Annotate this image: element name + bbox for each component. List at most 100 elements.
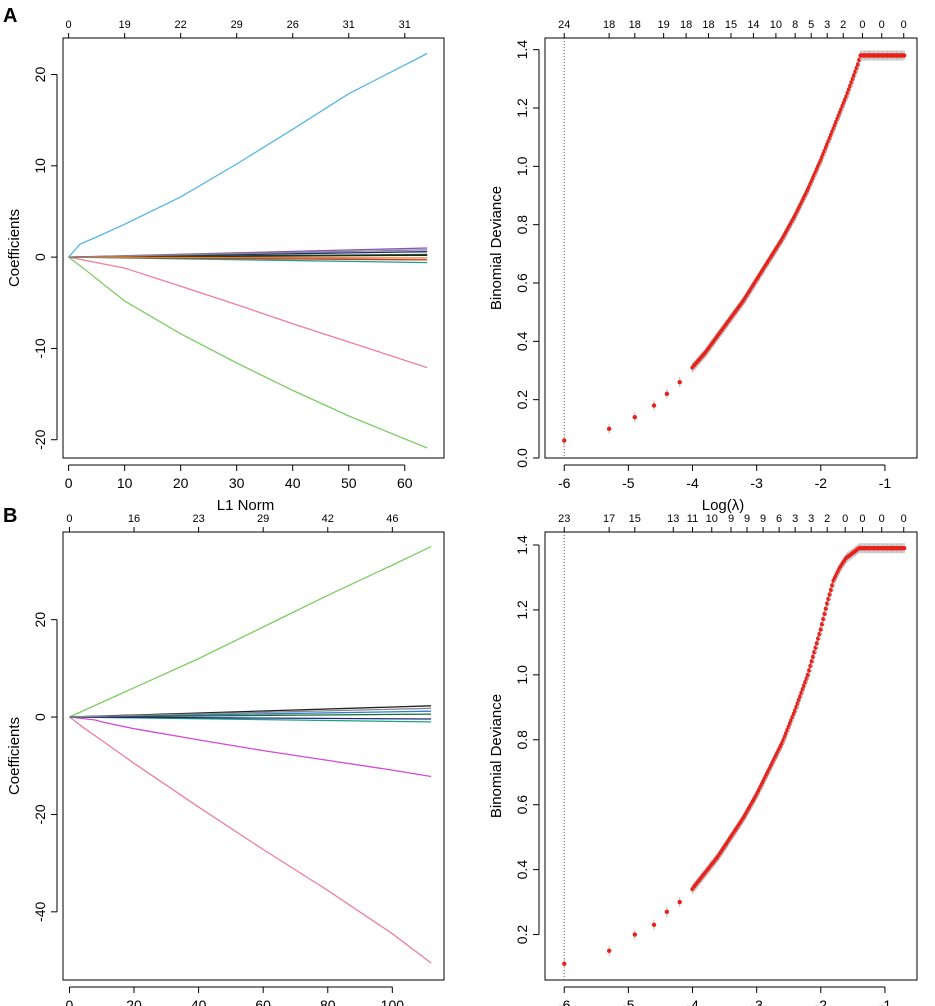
coefficient-path-coef-navy bbox=[69, 716, 432, 720]
coefficient-path-coef-darkgreen bbox=[69, 713, 432, 718]
y-tick-label: 0.8 bbox=[514, 215, 530, 235]
plot-frame bbox=[544, 37, 918, 459]
x-tick-label: 100 bbox=[381, 997, 405, 1006]
top-tick-label: 0 bbox=[901, 19, 907, 31]
top-tick-label: 0 bbox=[901, 513, 907, 525]
top-tick-label: 31 bbox=[399, 19, 411, 31]
cv-point bbox=[562, 438, 567, 443]
y-tick-label: 10 bbox=[32, 158, 48, 174]
top-tick-label: 8 bbox=[792, 19, 798, 31]
panel-letter: B bbox=[3, 505, 17, 527]
top-tick-label: 46 bbox=[386, 513, 398, 525]
plot-frame bbox=[62, 531, 445, 981]
top-tick-label: 15 bbox=[629, 513, 641, 525]
top-tick-label: 6 bbox=[776, 513, 782, 525]
y-tick-label: 20 bbox=[32, 67, 48, 83]
cv-point bbox=[664, 909, 670, 915]
y-tick-label: 1.0 bbox=[514, 156, 530, 176]
top-tick-label: 15 bbox=[725, 19, 737, 31]
cv-point bbox=[901, 53, 907, 58]
x-tick-label: 30 bbox=[229, 475, 245, 491]
x-tick-label: -1 bbox=[879, 475, 892, 491]
top-tick-label: 14 bbox=[747, 19, 759, 31]
x-tick-label: 50 bbox=[341, 475, 357, 491]
y-tick-label: 0.0 bbox=[514, 448, 530, 468]
top-tick-label: 9 bbox=[744, 513, 750, 525]
x-tick-label: -3 bbox=[750, 475, 763, 491]
x-tick-label: -4 bbox=[686, 997, 699, 1006]
x-tick-label: 60 bbox=[255, 997, 271, 1006]
cv-point bbox=[677, 379, 682, 385]
x-tick-label: -5 bbox=[622, 997, 635, 1006]
cv-point bbox=[606, 948, 612, 953]
y-tick-label: -20 bbox=[32, 429, 48, 449]
coefficient-path-coef-pink bbox=[69, 716, 432, 964]
top-tick-label: 19 bbox=[658, 19, 670, 31]
top-tick-label: 18 bbox=[629, 19, 641, 31]
y-tick-label: 0.6 bbox=[514, 795, 530, 815]
top-tick-label: 3 bbox=[808, 513, 814, 525]
panel-letter: A bbox=[3, 5, 17, 27]
y-tick-label: 0.2 bbox=[514, 925, 530, 945]
cv-point bbox=[651, 922, 657, 928]
cv-point bbox=[664, 391, 670, 397]
cv-point bbox=[632, 932, 637, 937]
cv-point bbox=[606, 426, 612, 432]
top-tick-label: 9 bbox=[760, 513, 766, 525]
top-tick-label: 0 bbox=[879, 19, 885, 31]
x-tick-label: -6 bbox=[558, 475, 571, 491]
x-axis-title: Log(λ) bbox=[702, 497, 745, 514]
y-axis-title: Binomial Deviance bbox=[488, 186, 505, 310]
coefficient-path-coef-orange bbox=[68, 256, 428, 259]
plot-frame bbox=[544, 531, 918, 981]
x-tick-label: -2 bbox=[815, 475, 828, 491]
coefficient-path-coef-gray bbox=[69, 707, 432, 718]
x-tick-label: 0 bbox=[66, 997, 74, 1006]
x-tick-label: -2 bbox=[815, 997, 828, 1006]
plot-area bbox=[562, 532, 907, 980]
x-tick-label: 10 bbox=[117, 475, 133, 491]
cv-point bbox=[677, 899, 682, 905]
cv-point bbox=[901, 546, 907, 551]
y-axis-title: Binomial Deviance bbox=[488, 694, 505, 818]
cv-point bbox=[562, 961, 567, 966]
plot-area bbox=[69, 546, 432, 964]
top-tick-label: 23 bbox=[558, 513, 570, 525]
y-tick-label: -10 bbox=[32, 338, 48, 358]
y-tick-label: 1.2 bbox=[514, 600, 530, 620]
top-tick-label: 13 bbox=[667, 513, 679, 525]
top-tick-label: 3 bbox=[824, 19, 830, 31]
panel-a-cv-deviance: -6 -5 -4 -3 -2 -1 Log(λ) 0.0 0.2 0.4 0.6 0.8 1.0 1.2 1… bbox=[488, 19, 918, 514]
coefficient-path-coef-gray bbox=[68, 249, 428, 258]
plot-area bbox=[562, 38, 907, 458]
top-tick-label: 10 bbox=[770, 19, 782, 31]
top-tick-label: 22 bbox=[175, 19, 187, 31]
top-tick-label: 9 bbox=[728, 513, 734, 525]
top-tick-label: 31 bbox=[343, 19, 355, 31]
y-tick-label: -40 bbox=[32, 901, 48, 921]
y-tick-label: 1.4 bbox=[514, 40, 530, 60]
x-tick-label: 20 bbox=[173, 475, 189, 491]
top-tick-label: 17 bbox=[603, 513, 615, 525]
y-tick-label: 0.8 bbox=[514, 730, 530, 750]
top-tick-label: 0 bbox=[859, 513, 865, 525]
y-tick-label: 1.4 bbox=[514, 535, 530, 555]
panel-b-coefficient-path: B020406080100L1 Norm-40-20020Coefficient… bbox=[3, 505, 445, 1006]
top-tick-label: 24 bbox=[558, 19, 570, 31]
x-tick-label: 20 bbox=[126, 997, 142, 1006]
top-tick-label: 29 bbox=[257, 513, 269, 525]
top-tick-label: 18 bbox=[680, 19, 692, 31]
cv-point bbox=[651, 403, 657, 408]
top-tick-label: 18 bbox=[603, 19, 615, 31]
plot-area bbox=[68, 52, 428, 449]
x-tick-label: -4 bbox=[686, 475, 699, 491]
top-tick-label: 0 bbox=[66, 513, 72, 525]
x-tick-label: 40 bbox=[191, 997, 207, 1006]
top-tick-label: 2 bbox=[840, 19, 846, 31]
top-tick-label: 5 bbox=[808, 19, 814, 31]
y-tick-label: 0.2 bbox=[514, 390, 530, 410]
x-tick-label: -1 bbox=[879, 997, 892, 1006]
top-tick-label: 0 bbox=[842, 513, 848, 525]
y-tick-label: -20 bbox=[32, 804, 48, 824]
top-tick-label: 19 bbox=[119, 19, 131, 31]
